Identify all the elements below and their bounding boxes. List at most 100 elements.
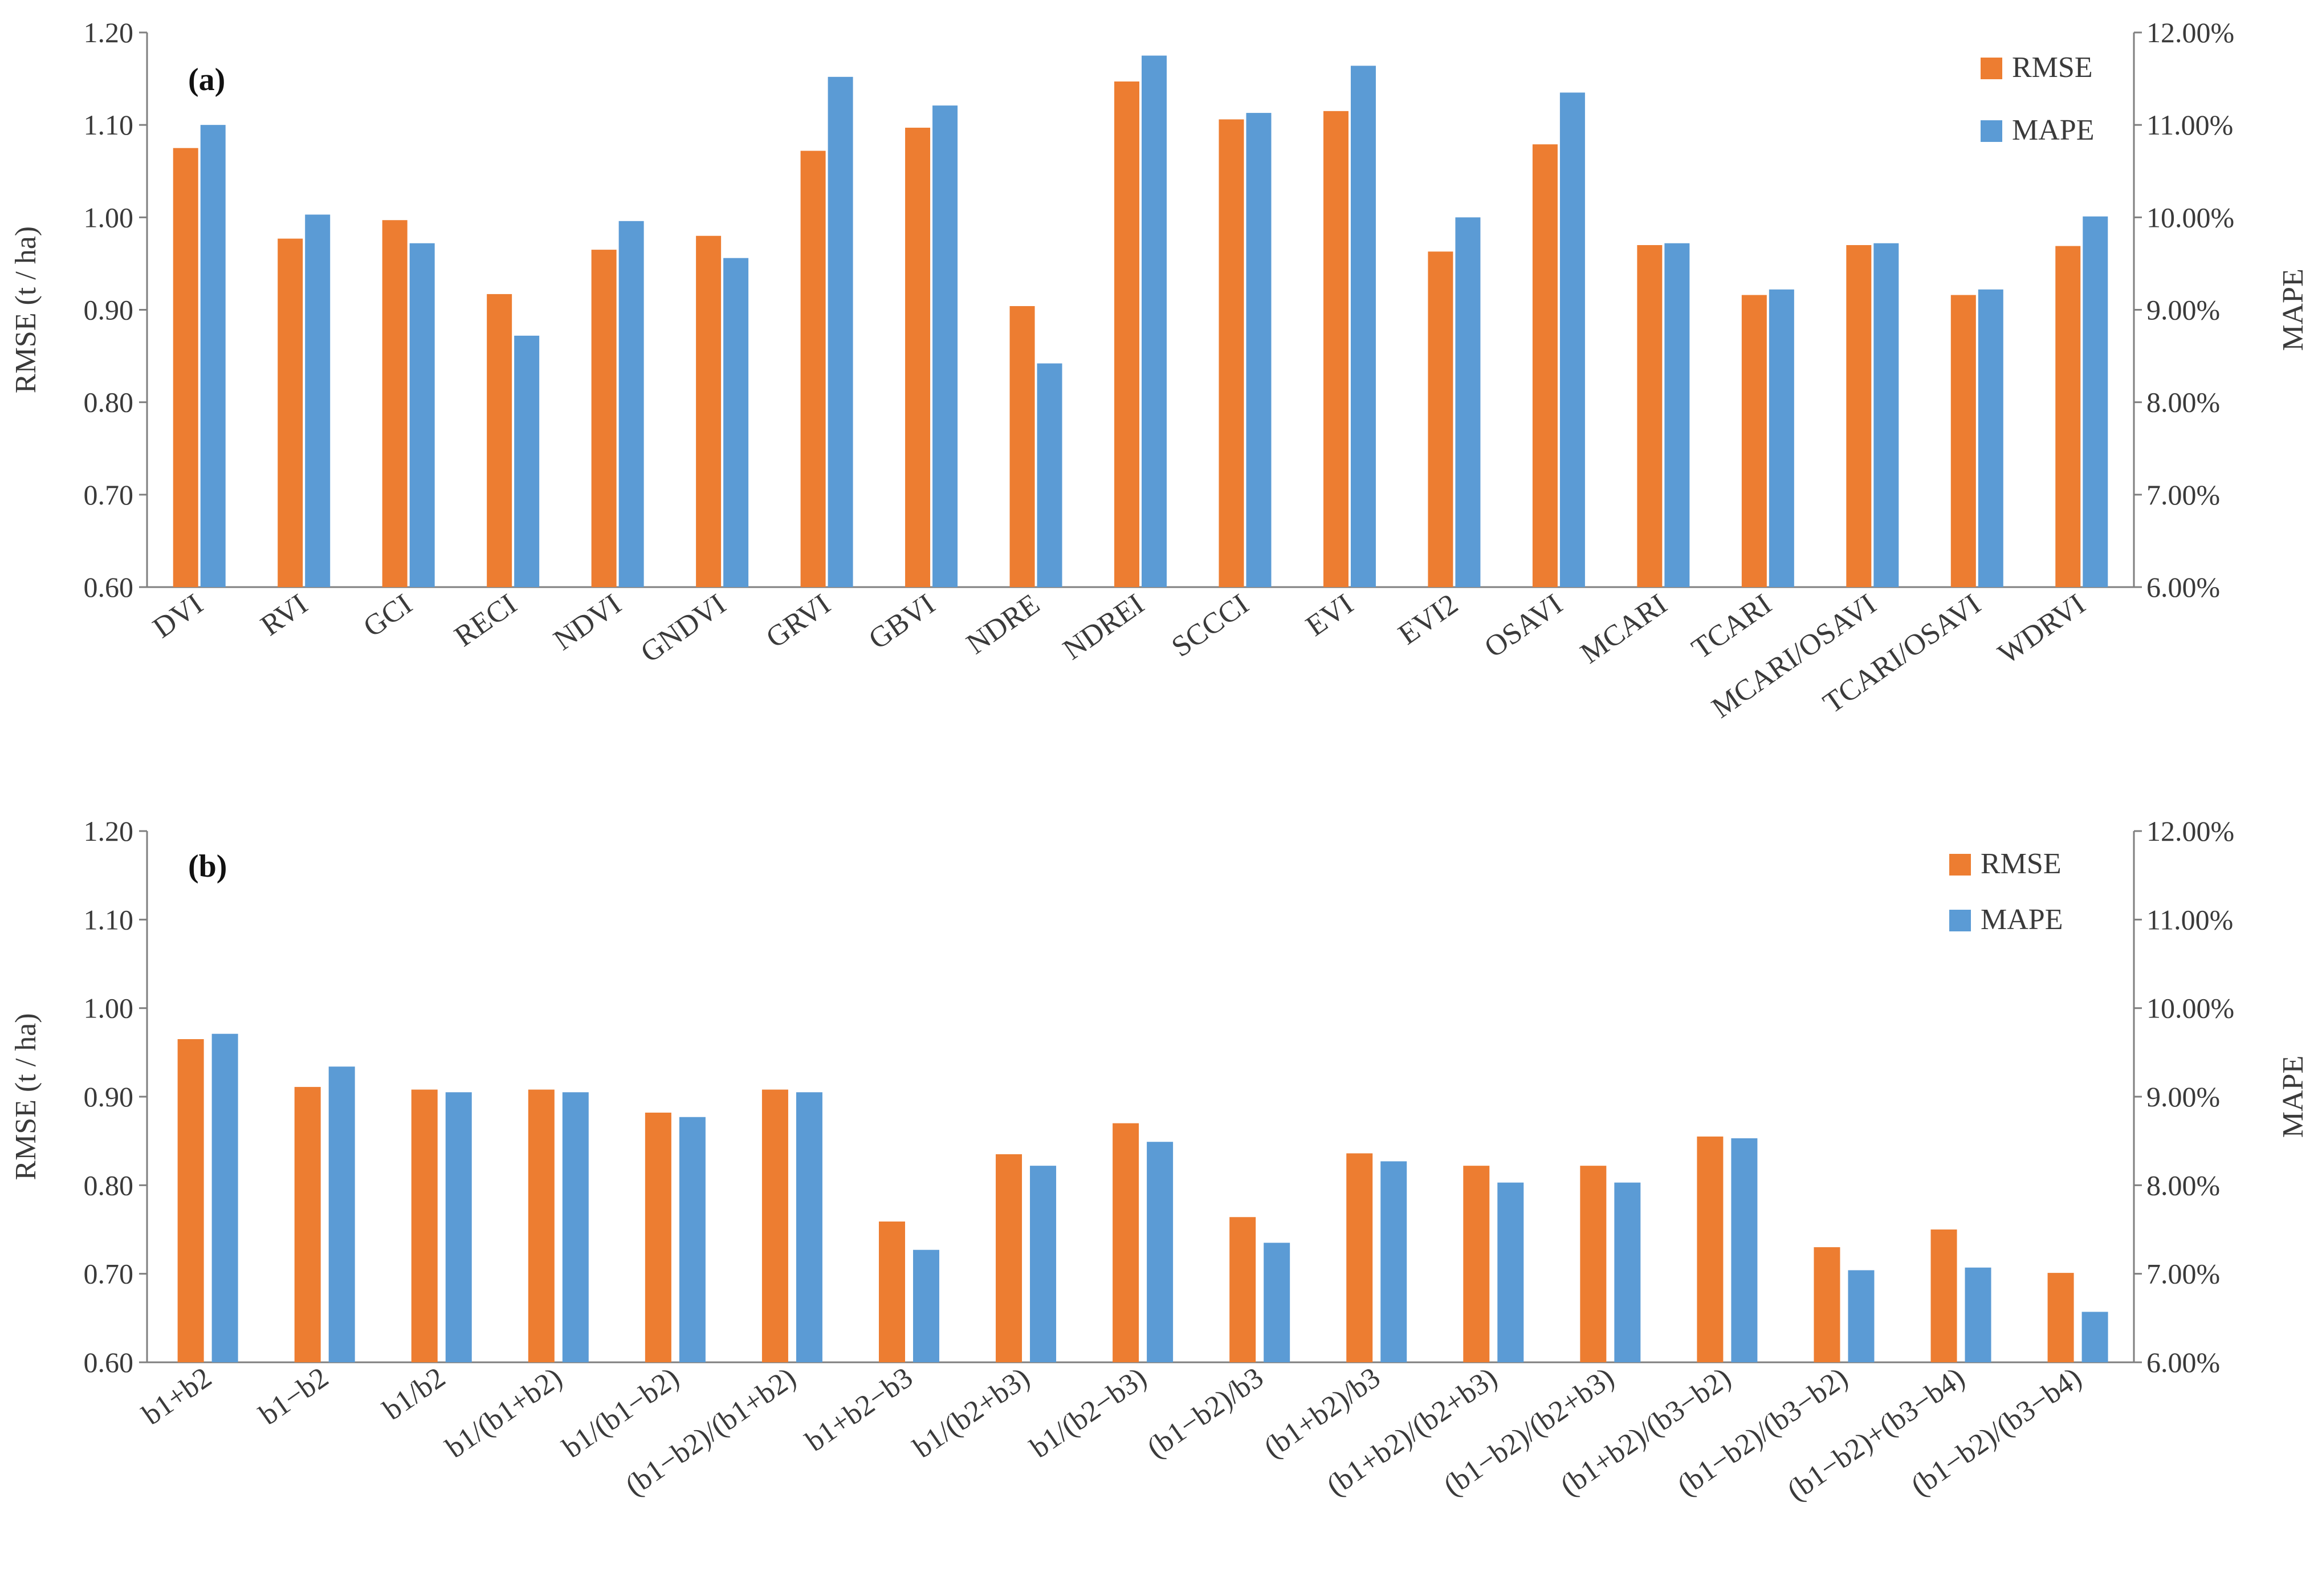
- category-label: OSAVI: [1478, 588, 1568, 664]
- bar-mape: [1769, 289, 1794, 587]
- bar-rmse: [1463, 1166, 1490, 1362]
- bar-mape: [618, 221, 644, 587]
- category-label: b1/(b2+b3): [907, 1361, 1036, 1464]
- y2-tick-label: 7.00%: [2146, 1258, 2220, 1290]
- bar-mape: [828, 76, 853, 588]
- legend-label-rmse: RMSE: [1981, 848, 2062, 880]
- bar-rmse: [411, 1089, 438, 1362]
- y-axis-title: RMSE (t / ha): [10, 1013, 42, 1180]
- category-label: RECI: [449, 588, 523, 653]
- bar-mape: [1965, 1267, 1991, 1362]
- category-label: SCCCI: [1166, 588, 1255, 663]
- y-tick-label: 0.70: [84, 479, 134, 511]
- y2-tick-label: 7.00%: [2146, 479, 2220, 511]
- y2-tick-label: 12.00%: [2146, 17, 2234, 48]
- category-label: GNDVI: [635, 588, 732, 669]
- bar-rmse: [1113, 1123, 1139, 1362]
- y2-tick-label: 8.00%: [2146, 1169, 2220, 1201]
- y2-tick-label: 10.00%: [2146, 201, 2234, 233]
- category-label: NDRE: [961, 588, 1046, 661]
- legend-label-mape: MAPE: [2012, 114, 2094, 146]
- bar-rmse: [1219, 119, 1244, 588]
- bar-rmse: [878, 1222, 905, 1362]
- y-tick-label: 1.10: [84, 109, 134, 141]
- category-label: DVI: [147, 588, 209, 645]
- category-label: b1+b2: [137, 1361, 218, 1431]
- y-tick-label: 0.70: [84, 1258, 134, 1290]
- bar-rmse: [278, 238, 303, 587]
- bar-mape: [1664, 243, 1690, 587]
- bar-mape: [1147, 1142, 1174, 1362]
- bar-mape: [514, 335, 540, 587]
- bar-rmse: [487, 294, 512, 587]
- bar-mape: [200, 125, 226, 587]
- bar-rmse: [1814, 1247, 1840, 1362]
- y2-tick-label: 9.00%: [2146, 294, 2220, 326]
- legend-label-rmse: RMSE: [2012, 51, 2093, 84]
- y-tick-label: 1.00: [84, 992, 134, 1024]
- bar-mape: [409, 243, 435, 587]
- legend-swatch-rmse: [1981, 58, 2002, 79]
- bar-mape: [1978, 289, 2003, 587]
- bar-rmse: [528, 1089, 555, 1362]
- panel-a: 0.60 0.70 0.80 0.90 1.00 1.10 1.20 6.00% 7.00% 8.…: [10, 17, 2309, 724]
- category-label: WDRVI: [1993, 588, 2092, 670]
- bar-mape: [445, 1092, 472, 1362]
- y2-tick-label: 6.00%: [2146, 571, 2220, 603]
- bar-rmse: [1532, 144, 1558, 587]
- bar-rmse: [1697, 1136, 1724, 1362]
- bar-mape: [305, 214, 331, 587]
- y2-tick-label: 8.00%: [2146, 386, 2220, 418]
- bar-mape: [1037, 363, 1062, 587]
- bar-mape: [1559, 92, 1585, 588]
- category-label: GBVI: [863, 588, 941, 656]
- y-tick-label: 0.60: [84, 571, 134, 603]
- y2-tick-label: 11.00%: [2146, 903, 2233, 935]
- legend-label-mape: MAPE: [1981, 903, 2063, 936]
- y2-tick-label: 11.00%: [2146, 109, 2233, 141]
- y2-tick-label: 12.00%: [2146, 815, 2234, 847]
- bar-mape: [1246, 113, 1272, 587]
- bar-mape: [796, 1092, 822, 1362]
- category-label: RVI: [255, 588, 313, 642]
- bar-rmse: [1114, 81, 1139, 587]
- bar-mape: [1873, 243, 1899, 587]
- category-label: b1/(b2−b3): [1024, 1361, 1152, 1464]
- bar-rmse: [177, 1039, 204, 1362]
- category-label: EVI: [1300, 588, 1359, 642]
- category-label: b1−b2: [254, 1361, 335, 1431]
- bar-mape: [1455, 217, 1481, 587]
- bar-rmse: [905, 128, 931, 587]
- bar-mape: [1614, 1182, 1641, 1362]
- y-tick-label: 1.20: [84, 815, 134, 847]
- bar-mape: [1380, 1161, 1407, 1362]
- category-label: GRVI: [760, 588, 836, 654]
- bar-rmse: [996, 1154, 1023, 1362]
- bar-mape: [1497, 1182, 1524, 1362]
- bar-rmse: [173, 148, 198, 587]
- y2-axis-title: MAPE: [2277, 268, 2309, 351]
- bar-rmse: [1346, 1153, 1373, 1362]
- bar-mape: [562, 1092, 589, 1362]
- bar-mape: [723, 258, 749, 588]
- category-label: TCARI: [1686, 588, 1777, 665]
- bar-rmse: [2055, 246, 2081, 588]
- bar-mape: [912, 1249, 939, 1362]
- bar-rmse: [382, 220, 408, 587]
- bar-mape: [932, 105, 958, 587]
- y-tick-label: 0.90: [84, 294, 134, 326]
- y2-tick-label: 6.00%: [2146, 1346, 2220, 1378]
- y-tick-label: 0.80: [84, 1169, 134, 1201]
- y-tick-label: 1.00: [84, 201, 134, 233]
- category-label: NDREI: [1057, 588, 1150, 666]
- bar-rmse: [1009, 306, 1035, 587]
- y-tick-label: 1.10: [84, 903, 134, 935]
- bar-rmse: [1930, 1229, 1957, 1362]
- bar-rmse: [1950, 295, 1976, 587]
- bar-mape: [1030, 1166, 1057, 1362]
- y2-tick-label: 9.00%: [2146, 1081, 2220, 1113]
- bar-rmse: [1580, 1166, 1607, 1362]
- panel-b: 0.60 0.70 0.80 0.90 1.00 1.10 1.20 6.00% 7.00% 8.…: [10, 815, 2309, 1507]
